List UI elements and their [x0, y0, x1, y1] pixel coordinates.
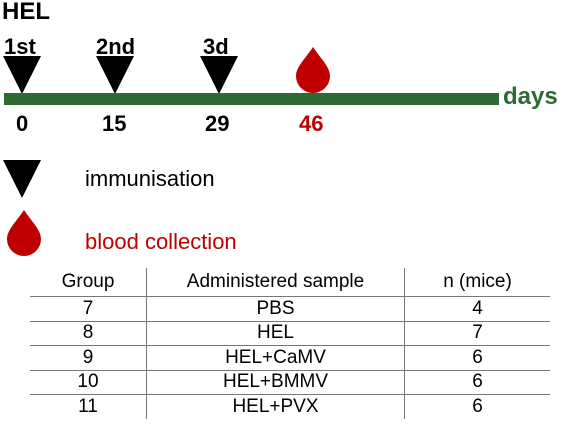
legend-blood-collection-label: blood collection	[85, 229, 237, 254]
cell-sample: HEL+CaMV	[146, 345, 405, 370]
dose-label-3: 3d	[203, 34, 229, 59]
header-n-mice: n (mice)	[404, 268, 550, 297]
timeline-bar	[4, 93, 499, 105]
immunisation-arrow-icon-day-29	[200, 56, 238, 94]
legend-immunisation-label: immunisation	[85, 166, 215, 191]
cell-n-mice: 6	[404, 394, 550, 419]
cell-n-mice: 7	[404, 320, 550, 346]
immunisation-arrow-icon-day-15	[96, 56, 134, 94]
day-label-15: 15	[102, 111, 127, 136]
header-group: Group	[61, 271, 115, 292]
table-row: 10 HEL+BMMV 6	[30, 369, 550, 395]
legend-blood-drop-icon	[7, 210, 41, 256]
cell-group: 11	[30, 394, 147, 419]
table-row: 11 HEL+PVX 6	[30, 394, 550, 419]
cell-sample: HEL	[146, 320, 405, 346]
day-label-46: 46	[299, 111, 324, 136]
table-row: 7 PBS 4	[30, 296, 550, 321]
table-header-row: Group Administered sample n (mice)	[30, 268, 550, 297]
cell-group: 8	[30, 320, 147, 346]
cell-n-mice: 4	[404, 296, 550, 321]
dose-label-2: 2nd	[96, 34, 136, 59]
cell-n-mice: 6	[404, 345, 550, 370]
cell-group: 9	[30, 345, 147, 370]
diagram-title: HEL	[2, 0, 50, 25]
cell-n-mice: 6	[404, 369, 550, 395]
days-axis-label: days	[503, 83, 558, 110]
cell-group: 10	[30, 369, 147, 395]
table-row: 9 HEL+CaMV 6	[30, 345, 550, 370]
groups-table: Group Administered sample n (mice) 7 PBS…	[30, 268, 550, 419]
day-label-29: 29	[205, 111, 230, 136]
cell-sample: HEL+PVX	[146, 394, 405, 419]
cell-sample: PBS	[146, 296, 405, 321]
header-administered-sample: Administered sample	[146, 268, 405, 297]
immunisation-arrow-icon-day-0	[3, 56, 41, 94]
legend-immunisation-arrow-icon	[3, 160, 41, 198]
blood-drop-icon-day-46	[296, 47, 330, 93]
day-label-0: 0	[16, 111, 29, 136]
cell-sample: HEL+BMMV	[146, 369, 405, 395]
dose-label-1: 1st	[4, 34, 36, 59]
table-row: 8 HEL 7	[30, 320, 550, 346]
cell-group: 7	[30, 296, 147, 321]
